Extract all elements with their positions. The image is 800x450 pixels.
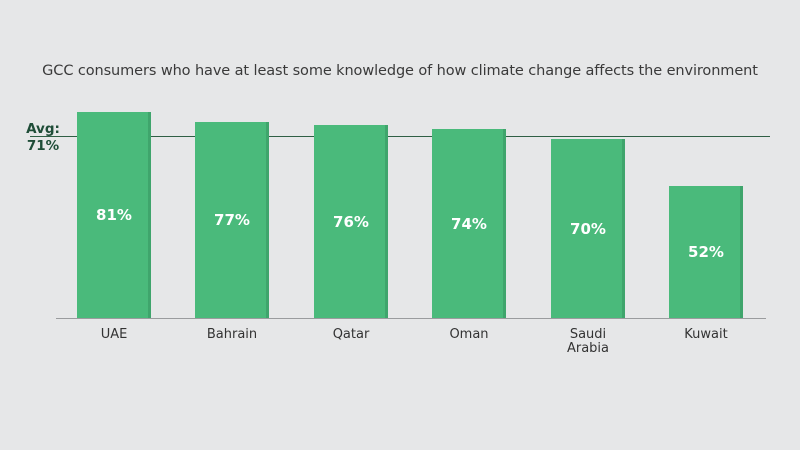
- average-reference-line: [30, 136, 770, 137]
- bar-uae: [77, 112, 151, 318]
- bar-saudi-arabia: [551, 139, 625, 318]
- category-label: Qatar: [332, 327, 370, 342]
- category-label: UAE: [100, 327, 128, 342]
- bar-qatar: [314, 125, 388, 318]
- average-label: Avg: 71%: [18, 121, 68, 155]
- x-axis-line: [56, 318, 766, 319]
- category-label: Bahrain: [206, 327, 258, 342]
- average-label-prefix: Avg:: [26, 121, 60, 137]
- bar-value-label: 76%: [333, 213, 369, 231]
- chart-title: GCC consumers who have at least some kno…: [42, 63, 758, 79]
- category-label: Kuwait: [684, 327, 728, 342]
- category-label: Oman: [449, 327, 489, 342]
- bar-value-label: 77%: [214, 211, 250, 229]
- bar-kuwait: [669, 186, 743, 318]
- category-label: Saudi Arabia: [528, 328, 648, 356]
- average-label-value: 71%: [26, 138, 60, 154]
- category-label-line1: Saudi: [569, 327, 607, 342]
- bar-oman: [432, 129, 506, 318]
- bar-bahrain: [195, 122, 269, 318]
- bar-value-label: 70%: [570, 220, 606, 238]
- bar-value-label: 74%: [451, 215, 487, 233]
- category-label-line2: Arabia: [566, 341, 610, 356]
- bar-value-label: 81%: [96, 206, 132, 224]
- bar-value-label: 52%: [688, 243, 724, 261]
